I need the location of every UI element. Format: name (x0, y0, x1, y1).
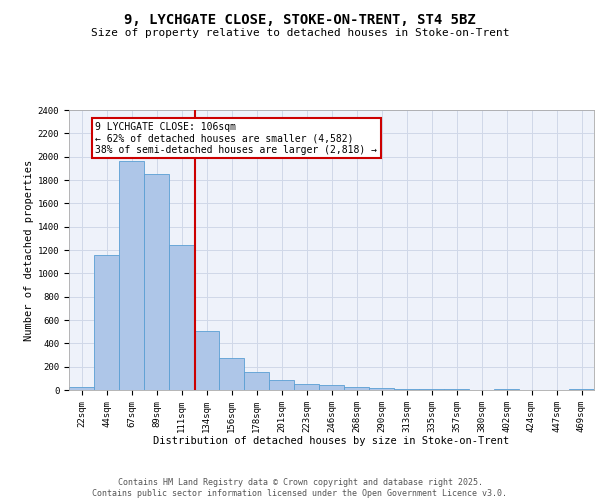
X-axis label: Distribution of detached houses by size in Stoke-on-Trent: Distribution of detached houses by size … (154, 436, 509, 446)
Bar (244, 372, 269, 390)
Bar (294, 384, 319, 390)
Text: 9 LYCHGATE CLOSE: 106sqm
← 62% of detached houses are smaller (4,582)
38% of sem: 9 LYCHGATE CLOSE: 106sqm ← 62% of detach… (95, 122, 377, 155)
Bar (94, 254, 119, 390)
Text: 9, LYCHGATE CLOSE, STOKE-ON-TRENT, ST4 5BZ: 9, LYCHGATE CLOSE, STOKE-ON-TRENT, ST4 5… (124, 12, 476, 26)
Bar (319, 386, 344, 390)
Y-axis label: Number of detached properties: Number of detached properties (23, 160, 34, 340)
Bar (69, 387, 94, 390)
Bar (119, 162, 144, 390)
Bar (394, 389, 419, 390)
Text: Contains HM Land Registry data © Crown copyright and database right 2025.
Contai: Contains HM Land Registry data © Crown c… (92, 478, 508, 498)
Bar (219, 358, 244, 390)
Bar (369, 388, 394, 390)
Text: Size of property relative to detached houses in Stoke-on-Trent: Size of property relative to detached ho… (91, 28, 509, 38)
Bar (269, 380, 294, 390)
Bar (144, 174, 169, 390)
Bar (194, 330, 219, 390)
Bar (569, 389, 594, 390)
Bar (169, 246, 194, 390)
Bar (344, 387, 369, 390)
